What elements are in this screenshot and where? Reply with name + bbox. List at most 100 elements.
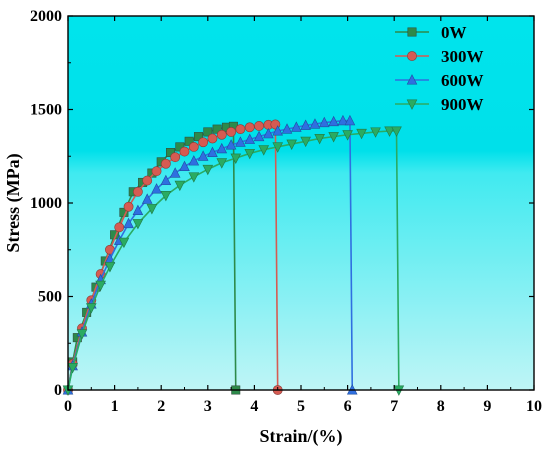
data-point xyxy=(314,133,325,145)
data-point xyxy=(160,191,172,202)
data-point xyxy=(188,141,199,152)
data-point xyxy=(95,280,106,292)
data-point xyxy=(141,193,153,204)
series-line xyxy=(67,130,400,391)
data-point xyxy=(179,146,190,157)
data-point xyxy=(216,129,227,140)
x-tick-label: 3 xyxy=(204,398,212,415)
data-point xyxy=(132,186,143,197)
x-tick-label: 8 xyxy=(437,398,445,415)
data-point xyxy=(225,139,237,150)
legend-marker xyxy=(407,27,417,37)
x-tick-label: 10 xyxy=(526,398,542,415)
data-point xyxy=(170,152,181,163)
data-point xyxy=(179,160,190,172)
x-tick-label: 9 xyxy=(483,398,491,415)
data-point xyxy=(132,204,144,215)
data-point xyxy=(160,158,171,169)
data-point xyxy=(198,137,209,148)
series-900w xyxy=(62,126,405,396)
data-point xyxy=(123,201,134,212)
data-point xyxy=(328,132,339,143)
legend-marker xyxy=(406,74,418,85)
y-axis: 0 500 1000 1500 2000 xyxy=(30,8,534,399)
data-point xyxy=(151,166,162,177)
data-point xyxy=(370,127,381,138)
legend-marker xyxy=(406,99,418,110)
data-point xyxy=(244,133,256,144)
data-point xyxy=(123,217,134,229)
data-point xyxy=(300,119,311,130)
data-point xyxy=(188,155,200,166)
data-point xyxy=(188,172,200,183)
data-point xyxy=(391,126,402,137)
data-point xyxy=(169,167,181,178)
data-point xyxy=(132,219,144,230)
x-tick-label: 4 xyxy=(250,398,258,415)
data-point xyxy=(207,146,218,158)
data-point xyxy=(226,127,236,137)
data-point xyxy=(160,174,172,186)
x-tick-label: 0 xyxy=(64,398,72,415)
data-point xyxy=(328,115,339,127)
data-point xyxy=(216,142,228,154)
data-point xyxy=(203,127,213,137)
legend-item-0w: 0W xyxy=(395,23,467,42)
y-tick-label: 1000 xyxy=(30,195,62,212)
data-point xyxy=(337,114,349,126)
data-point xyxy=(281,123,293,134)
data-point xyxy=(309,118,321,129)
x-tick-label: 7 xyxy=(390,398,398,415)
x-tick-label: 6 xyxy=(344,398,352,415)
data-point xyxy=(104,262,116,273)
legend-label: 300W xyxy=(441,47,484,66)
legend-item-300w: 300W xyxy=(395,47,484,66)
data-point xyxy=(174,180,186,192)
x-axis-title: Strain/(%) xyxy=(260,426,343,447)
data-point xyxy=(344,114,356,126)
data-point xyxy=(202,164,214,176)
data-point xyxy=(263,127,274,139)
x-tick-label: 2 xyxy=(157,398,165,415)
legend-label: 0W xyxy=(441,23,467,42)
data-point xyxy=(319,116,330,128)
data-point xyxy=(342,130,353,141)
data-point xyxy=(118,237,130,249)
legend-item-600w: 600W xyxy=(395,71,484,90)
data-point xyxy=(146,204,158,215)
data-point xyxy=(253,130,265,142)
legend-label: 900W xyxy=(441,95,484,114)
data-point xyxy=(272,125,283,136)
data-point xyxy=(216,158,228,169)
data-point xyxy=(272,142,283,153)
y-tick-label: 500 xyxy=(38,289,62,306)
data-point xyxy=(230,153,242,164)
data-point xyxy=(151,183,162,194)
data-point xyxy=(244,148,256,160)
data-point xyxy=(197,150,209,161)
x-tick-label: 5 xyxy=(297,398,305,415)
data-point xyxy=(286,139,297,150)
data-point xyxy=(300,136,311,148)
data-point xyxy=(207,133,218,144)
data-point xyxy=(235,136,246,147)
data-point xyxy=(244,122,255,133)
series-layer xyxy=(62,114,405,396)
y-tick-label: 0 xyxy=(54,382,62,399)
legend-marker xyxy=(407,51,417,61)
legend-item-900w: 900W xyxy=(395,95,484,114)
legend: 0W 300W 600W 900W xyxy=(395,23,484,114)
data-point xyxy=(86,303,97,314)
data-point xyxy=(291,121,302,132)
data-point xyxy=(67,363,78,374)
data-point xyxy=(254,121,264,131)
data-point xyxy=(258,145,270,156)
y-tick-label: 2000 xyxy=(30,8,62,25)
legend-label: 600W xyxy=(441,71,484,90)
x-tick-label: 1 xyxy=(111,398,119,415)
data-point xyxy=(356,128,367,140)
y-tick-label: 1500 xyxy=(30,102,62,119)
data-point xyxy=(114,222,125,233)
